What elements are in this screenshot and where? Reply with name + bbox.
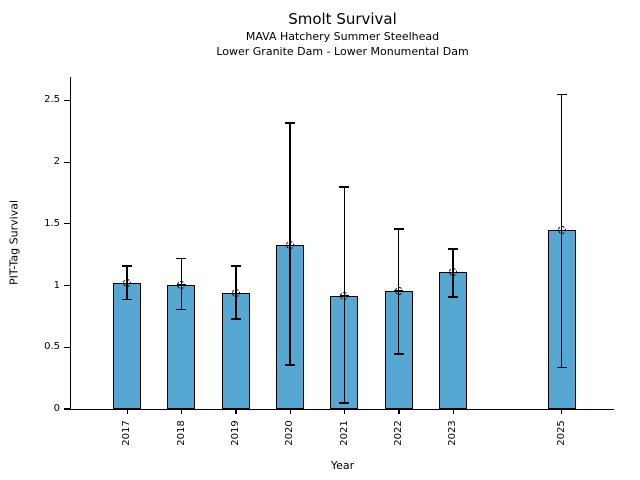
error-cap-bottom [230,318,241,320]
error-cap-top [556,93,567,96]
y-tick-label: 1 [53,279,60,291]
error-cap-bottom [447,296,458,298]
error-cap-bottom [122,298,133,301]
bar [113,283,142,410]
error-cap-bottom [339,402,350,404]
x-tick-label: 2018 [175,420,187,446]
y-tick-label: 0.5 [44,341,60,353]
error-cap-bottom [393,353,404,355]
error-cap-top [176,257,187,260]
circle-plus-icon [231,289,240,298]
x-tick-label: 2022 [392,420,404,446]
x-tick [181,409,183,414]
x-tick [344,409,346,414]
y-tick [64,161,71,163]
error-cap-bottom [285,364,296,366]
x-tick-label: 2023 [447,420,459,446]
circle-plus-icon [123,279,132,288]
x-tick-label: 2025 [555,420,567,446]
circle-plus-icon [394,286,403,295]
y-tick-label: 1.5 [44,217,60,229]
error-cap-top [230,265,241,267]
chart-subtitle-line1: MAVA Hatchery Summer Steelhead [245,30,440,43]
y-tick-label: 0 [53,403,60,414]
error-cap-bottom [556,366,567,369]
y-tick [64,223,71,225]
y-tick [64,408,71,410]
circle-plus-icon [448,268,457,277]
error-cap-top [122,265,133,267]
error-cap-top [339,186,350,188]
chart-title: Smolt Survival [288,10,397,28]
y-tick-label: 2.5 [44,94,60,106]
y-tick [64,284,71,287]
x-tick-label: 2017 [121,420,133,446]
x-tick-label: 2021 [338,420,350,446]
x-tick-label: 2019 [230,420,242,446]
circle-plus-icon [340,291,349,300]
x-tick [398,409,400,414]
x-tick [561,409,563,414]
x-tick [235,409,237,414]
error-cap-top [393,228,404,230]
error-cap-top [285,122,296,124]
y-tick [64,346,71,348]
circle-plus-icon [557,226,566,235]
chart-subtitle-line2: Lower Granite Dam - Lower Monumental Dam [216,45,469,58]
circle-plus-icon [177,280,186,289]
y-tick [64,99,71,102]
x-tick [126,409,129,414]
x-axis-label: Year [330,459,355,472]
x-tick [452,409,454,414]
y-tick-label: 2 [53,156,60,168]
x-tick [289,409,291,414]
circle-plus-icon [286,241,295,250]
error-cap-top [447,248,458,250]
x-tick-label: 2020 [284,420,296,446]
plot-area [69,77,614,411]
error-cap-bottom [176,308,187,311]
